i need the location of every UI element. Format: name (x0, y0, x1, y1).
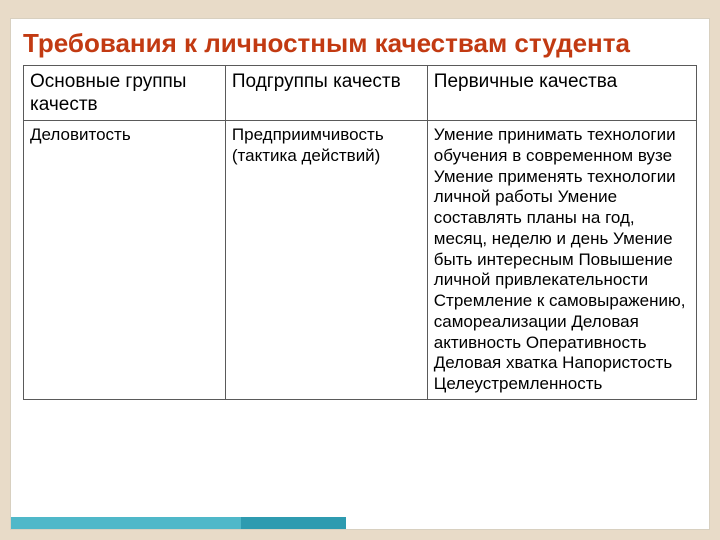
header-cell-primary: Первичные качества (427, 65, 696, 120)
slide-title: Требования к личностным качествам студен… (11, 19, 709, 65)
cell-primary-qualities: Умение принимать технологии обучения в с… (427, 121, 696, 400)
table-header-row: Основные группы качеств Подгруппы качест… (24, 65, 697, 120)
cell-main-group: Деловитость (24, 121, 226, 400)
header-cell-subgroups: Подгруппы качеств (225, 65, 427, 120)
qualities-table: Основные группы качеств Подгруппы качест… (23, 65, 697, 400)
footer-segment (241, 517, 346, 529)
slide-page: Требования к личностным качествам студен… (10, 18, 710, 530)
footer-segment (11, 517, 241, 529)
header-cell-main-groups: Основные группы качеств (24, 65, 226, 120)
footer-accent-bar (11, 517, 709, 529)
cell-subgroup: Предприимчивость (тактика действий) (225, 121, 427, 400)
table-row: Деловитость Предприимчивость (тактика де… (24, 121, 697, 400)
footer-segment (346, 517, 709, 529)
